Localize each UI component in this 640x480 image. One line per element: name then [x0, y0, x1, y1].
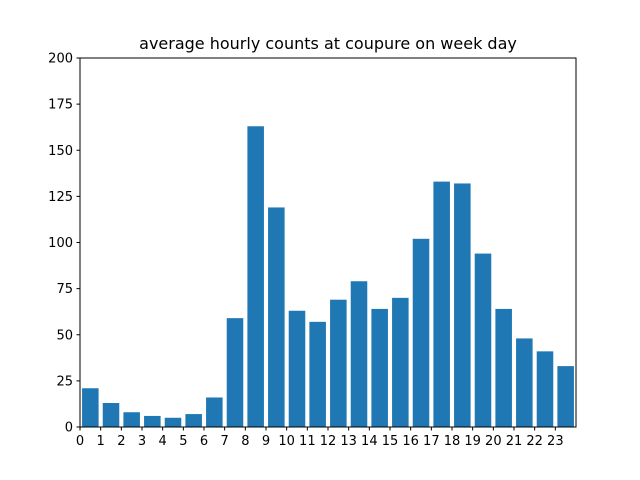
y-tick-label: 50 [56, 328, 73, 343]
x-tick-label: 21 [506, 434, 523, 449]
x-tick-label: 17 [423, 434, 440, 449]
bar-hour-4 [164, 417, 182, 427]
plot-frame [79, 57, 577, 428]
x-tick-label: 5 [179, 434, 187, 449]
bar-hour-15 [392, 297, 409, 427]
x-tick-label: 9 [262, 434, 270, 449]
x-tick-label: 11 [299, 434, 316, 449]
bar-hour-10 [288, 310, 306, 427]
bar-hour-3 [144, 415, 161, 427]
y-tick-label: 150 [48, 144, 73, 159]
x-tick-label: 19 [464, 434, 481, 449]
bar-hour-20 [495, 308, 512, 427]
bar-hour-22 [536, 351, 554, 427]
bar-hour-0 [82, 388, 99, 427]
chart-title: average hourly counts at coupure on week… [139, 34, 517, 53]
x-tick-label: 7 [221, 434, 229, 449]
x-tick-label: 14 [361, 434, 378, 449]
x-tick-label: 13 [340, 434, 357, 449]
y-tick-label: 75 [56, 282, 73, 297]
y-tick-label: 125 [48, 190, 73, 205]
x-tick-label: 22 [526, 434, 543, 449]
bar-hour-21 [516, 338, 533, 427]
bar-hour-19 [474, 253, 492, 427]
y-tick-label: 100 [48, 236, 73, 251]
x-tick-label: 3 [138, 434, 146, 449]
bar-hour-17 [433, 181, 450, 427]
bar-hour-8 [247, 126, 264, 427]
bar-hour-11 [309, 321, 326, 427]
x-axis: 0 1 2 3 4 5 6 7 8 9 10 11 12 13 14 15 16 17 18 19 20 21 22 23 [76, 427, 564, 449]
x-tick-label: 20 [485, 434, 502, 449]
x-tick-label: 4 [159, 434, 167, 449]
bar-hour-5 [185, 414, 202, 427]
bar-hour-16 [412, 238, 430, 427]
y-tick-label: 200 [48, 52, 73, 67]
x-tick-label: 15 [382, 434, 399, 449]
bar-hour-18 [454, 183, 471, 427]
y-tick-label: 175 [48, 98, 73, 113]
x-tick-label: 1 [97, 434, 105, 449]
bar-hour-6 [206, 397, 223, 427]
bar-hour-2 [123, 412, 140, 427]
x-tick-label: 23 [547, 434, 564, 449]
bar-hour-9 [268, 207, 285, 427]
bar-hour-14 [371, 308, 388, 427]
bar-hour-1 [102, 403, 120, 427]
y-axis: 0 25 50 75 100 125 150 175 200 [48, 52, 80, 436]
y-tick-label: 0 [65, 421, 73, 436]
x-tick-label: 18 [444, 434, 461, 449]
x-tick-label: 16 [402, 434, 419, 449]
x-tick-label: 8 [241, 434, 249, 449]
x-tick-label: 10 [278, 434, 295, 449]
y-tick-label: 25 [56, 374, 73, 389]
x-tick-label: 6 [200, 434, 208, 449]
x-tick-label: 2 [117, 434, 125, 449]
bar-hour-7 [226, 318, 244, 427]
bar-hour-23 [557, 366, 574, 427]
bar-hour-13 [350, 281, 368, 427]
x-tick-label: 12 [320, 434, 337, 449]
bar-hour-12 [330, 299, 347, 427]
bars-group [82, 126, 574, 427]
x-tick-label: 0 [76, 434, 84, 449]
